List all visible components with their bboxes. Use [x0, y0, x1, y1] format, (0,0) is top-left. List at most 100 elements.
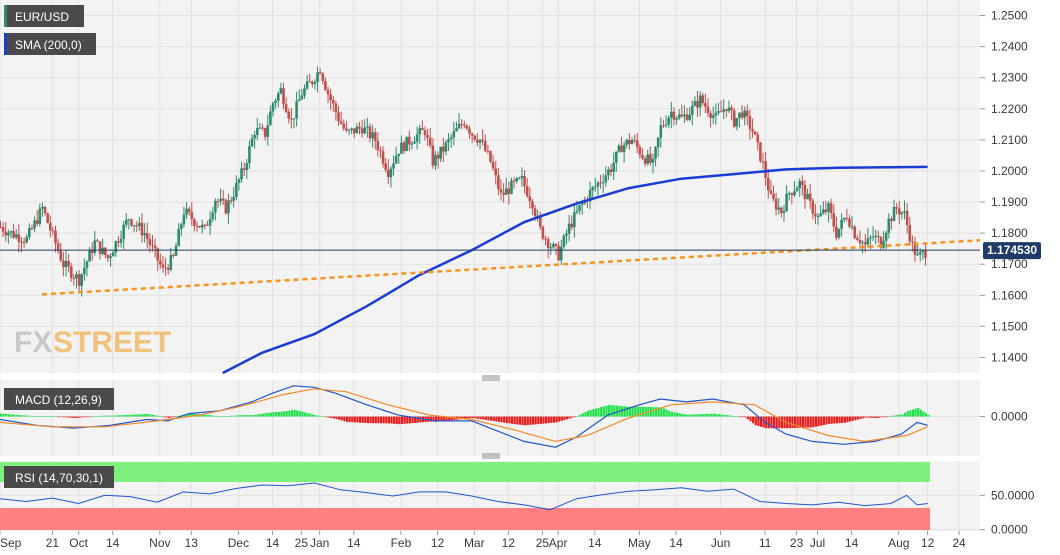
candle-body: [504, 188, 508, 195]
macd-hist-bar: [825, 416, 828, 425]
candle-body: [670, 111, 673, 118]
candle-body: [379, 150, 382, 152]
macd-hist-bar: [537, 416, 540, 425]
candle-body: [594, 186, 597, 188]
macd-hist-bar: [906, 411, 909, 417]
candle-body: [759, 142, 762, 162]
candle-body: [562, 235, 566, 247]
macd-hist-bar: [94, 416, 97, 417]
candle-body: [311, 81, 314, 84]
macd-hist-bar: [335, 416, 338, 419]
candle-body: [507, 188, 511, 194]
candle-body: [780, 207, 783, 214]
macd-hist-bar: [893, 415, 896, 417]
rsi-badge[interactable]: RSI (14,70,30,1): [4, 466, 114, 488]
macd-hist-bar: [888, 416, 891, 417]
sma-badge[interactable]: SMA (200,0): [4, 33, 96, 55]
macd-hist-bar: [539, 416, 542, 424]
candle-body: [180, 224, 183, 229]
candle-body: [400, 142, 403, 154]
rsi-oversold-zone: [0, 508, 930, 530]
candle-body: [745, 110, 749, 117]
candle-body: [434, 154, 437, 166]
candle-body: [604, 175, 608, 183]
macd-hist-bar: [526, 416, 529, 426]
macd-hist-bar: [327, 416, 330, 418]
candle-body: [646, 154, 650, 164]
macd-hist-bar: [372, 416, 375, 424]
candle-body: [229, 200, 233, 202]
candle-body: [866, 238, 870, 245]
macd-hist-bar: [474, 416, 477, 419]
candle-body: [232, 196, 236, 201]
macd-hist-bar: [0, 413, 3, 417]
candle-body: [90, 249, 94, 253]
candle-body: [22, 241, 26, 243]
macd-hist-bar: [717, 414, 721, 417]
resize-handle-rsi[interactable]: [482, 453, 500, 459]
candle-body: [169, 255, 173, 270]
candle-body: [808, 193, 812, 201]
macd-hist-bar: [303, 412, 307, 417]
candle-body: [701, 95, 705, 104]
candle-body: [523, 175, 526, 187]
time-tick-label: 11: [759, 536, 772, 550]
candle-body: [271, 103, 275, 112]
candle-body: [609, 169, 613, 172]
price-pane[interactable]: [0, 0, 980, 373]
macd-hist-bar: [752, 416, 755, 424]
candle-body: [72, 277, 76, 279]
macd-hist-bar: [406, 416, 409, 424]
macd-hist-bar: [555, 416, 558, 423]
time-tick-label: 12: [921, 536, 935, 550]
candle-body: [520, 175, 524, 179]
candle-body: [761, 161, 765, 163]
candle-body: [9, 231, 13, 233]
time-tick-label: Jan: [310, 536, 329, 550]
candle-body: [895, 207, 898, 209]
price-tick-label: 1.2200: [991, 102, 1028, 116]
macd-hist-bar: [416, 416, 419, 423]
macd-hist-bar: [34, 416, 37, 417]
macd-hist-bar: [503, 416, 506, 423]
support-trendline[interactable]: [41, 239, 981, 296]
candle-body: [591, 187, 594, 191]
macd-hist-bar: [728, 415, 731, 417]
macd-hist-bar: [804, 416, 807, 428]
macd-hist-bar: [558, 416, 561, 422]
candle-body: [269, 111, 272, 126]
macd-hist-bar: [330, 416, 333, 418]
candle-body: [908, 225, 912, 242]
candle-body: [195, 225, 199, 227]
macd-hist-bar: [869, 416, 873, 418]
macd-hist-bar: [434, 416, 438, 422]
candle-body: [253, 135, 256, 139]
macd-hist-bar: [736, 416, 739, 417]
macd-hist-bar: [159, 416, 163, 417]
macd-hist-bar: [398, 416, 401, 425]
macd-hist-bar: [521, 416, 524, 426]
candle-body: [276, 93, 280, 101]
macd-hist-bar: [482, 416, 485, 420]
macd-hist-bar: [759, 416, 763, 427]
candle-body: [292, 118, 296, 120]
candle-body: [46, 213, 49, 223]
candle-body: [266, 125, 270, 137]
candle-body: [567, 223, 571, 234]
candle-body: [557, 245, 560, 261]
candle-body: [455, 128, 458, 132]
macd-badge[interactable]: MACD (12,26,9): [4, 388, 114, 410]
macd-hist-bar: [86, 416, 89, 418]
candle-body: [282, 88, 285, 105]
symbol-badge[interactable]: EUR/USD: [4, 5, 84, 27]
candle-body: [785, 193, 788, 212]
resize-handle-macd[interactable]: [482, 375, 500, 381]
price-axis-ticks: 1.2500 1.2400 1.2300 1.2200 1.2100 1.2000 1.19…: [980, 9, 1035, 537]
rsi-overbought-zone: [0, 462, 930, 482]
candle-body: [368, 126, 372, 139]
macd-hist-bar: [324, 416, 328, 418]
candle-body: [164, 267, 167, 269]
rsi-label: RSI (14,70,30,1): [15, 471, 103, 485]
macd-hist-bar: [269, 412, 273, 417]
